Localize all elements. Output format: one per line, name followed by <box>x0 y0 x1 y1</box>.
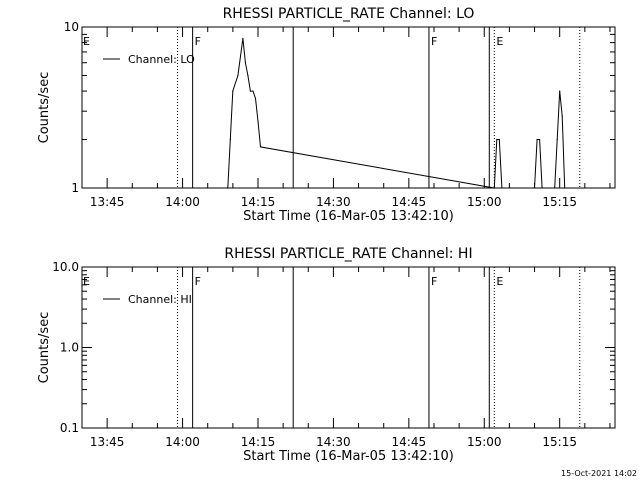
x-tick-label: 13:45 <box>90 435 125 449</box>
series-point <box>541 187 543 189</box>
x-tick-label: 15:00 <box>467 435 502 449</box>
chart-panel-lo: RHESSI PARTICLE_RATE Channel: LO F F E E 1 10 1… <box>37 6 616 224</box>
series-point <box>538 138 541 141</box>
marker-flag-label: E <box>496 35 503 48</box>
corner-flag-label: E <box>83 275 90 288</box>
y-tick-label: 10.0 <box>52 260 79 274</box>
series-line <box>227 38 566 189</box>
marker-flag-label: E <box>496 275 503 288</box>
series-point <box>229 138 231 141</box>
series-point <box>496 138 498 141</box>
y-tick-label: 0.1 <box>60 421 79 435</box>
series-point <box>493 187 495 189</box>
x-tick-label: 14:30 <box>316 195 351 209</box>
legend-label: Channel: LO <box>128 53 195 66</box>
series-point <box>244 62 247 64</box>
marker-flag-label: F <box>431 275 437 288</box>
y-axis-label: Counts/sec <box>37 312 52 384</box>
marker-flag-label: F <box>431 35 437 48</box>
series-point <box>561 115 563 117</box>
x-tick-label: 15:00 <box>467 195 502 209</box>
series-point <box>498 138 500 141</box>
series-point <box>536 138 538 141</box>
series-point <box>227 187 229 189</box>
series-point <box>556 138 558 141</box>
timestamp-label: 15-Oct-2021 14:02 <box>561 469 637 478</box>
chart-title: RHESSI PARTICLE_RATE Channel: LO <box>223 6 475 22</box>
series-point <box>501 187 503 189</box>
x-tick-label: 13:45 <box>90 195 125 209</box>
corner-flag-label: E <box>83 35 90 48</box>
series-point <box>259 146 262 148</box>
chart-panel-hi: RHESSI PARTICLE_RATE Channel: HI F F E E 0.1 1… <box>37 246 616 464</box>
x-tick-label: 15:15 <box>542 435 577 449</box>
x-tick-label: 14:30 <box>316 435 351 449</box>
x-tick-label: 14:00 <box>165 195 200 209</box>
marker-flag-label: F <box>195 35 201 48</box>
x-tick-label: 15:15 <box>542 195 577 209</box>
series-point <box>533 187 536 189</box>
series-point <box>242 37 244 39</box>
series-point <box>237 74 239 77</box>
y-axis-label: Counts/sec <box>37 72 52 144</box>
series-point <box>257 120 259 122</box>
series-point <box>232 90 234 92</box>
y-tick-label: 10 <box>64 20 79 34</box>
series-point <box>554 187 556 189</box>
x-tick-label: 14:15 <box>241 195 276 209</box>
x-axis-label: Start Time (16-Mar-05 13:42:10) <box>243 209 454 224</box>
y-tick-label: 1.0 <box>60 341 79 355</box>
x-tick-label: 14:00 <box>165 435 200 449</box>
series-point <box>559 90 561 92</box>
legend-label: Channel: HI <box>128 293 192 306</box>
x-tick-label: 14:45 <box>392 435 427 449</box>
chart-title: RHESSI PARTICLE_RATE Channel: HI <box>224 246 472 262</box>
x-axis-label: Start Time (16-Mar-05 13:42:10) <box>243 449 454 464</box>
series-point <box>564 187 566 189</box>
series-point <box>247 74 249 77</box>
x-tick-label: 14:15 <box>241 435 276 449</box>
x-tick-label: 14:45 <box>392 195 427 209</box>
series-point <box>254 97 257 100</box>
plot-frame <box>81 26 616 189</box>
plot-frame <box>81 266 616 429</box>
series-point <box>249 90 252 92</box>
y-tick-label: 1 <box>71 181 79 195</box>
marker-flag-label: F <box>195 275 201 288</box>
series-point <box>252 90 254 92</box>
